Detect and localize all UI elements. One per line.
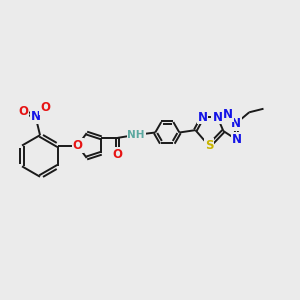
Text: N: N: [212, 110, 222, 124]
Text: S: S: [205, 140, 213, 152]
Text: N: N: [31, 110, 40, 123]
Text: N: N: [231, 117, 241, 130]
Text: N: N: [232, 134, 242, 146]
Text: O: O: [113, 148, 123, 161]
Text: O: O: [18, 105, 28, 118]
Text: N: N: [198, 110, 208, 124]
Text: O: O: [40, 101, 50, 114]
Text: N: N: [223, 108, 233, 121]
Text: NH: NH: [127, 130, 145, 140]
Text: O: O: [73, 139, 83, 152]
